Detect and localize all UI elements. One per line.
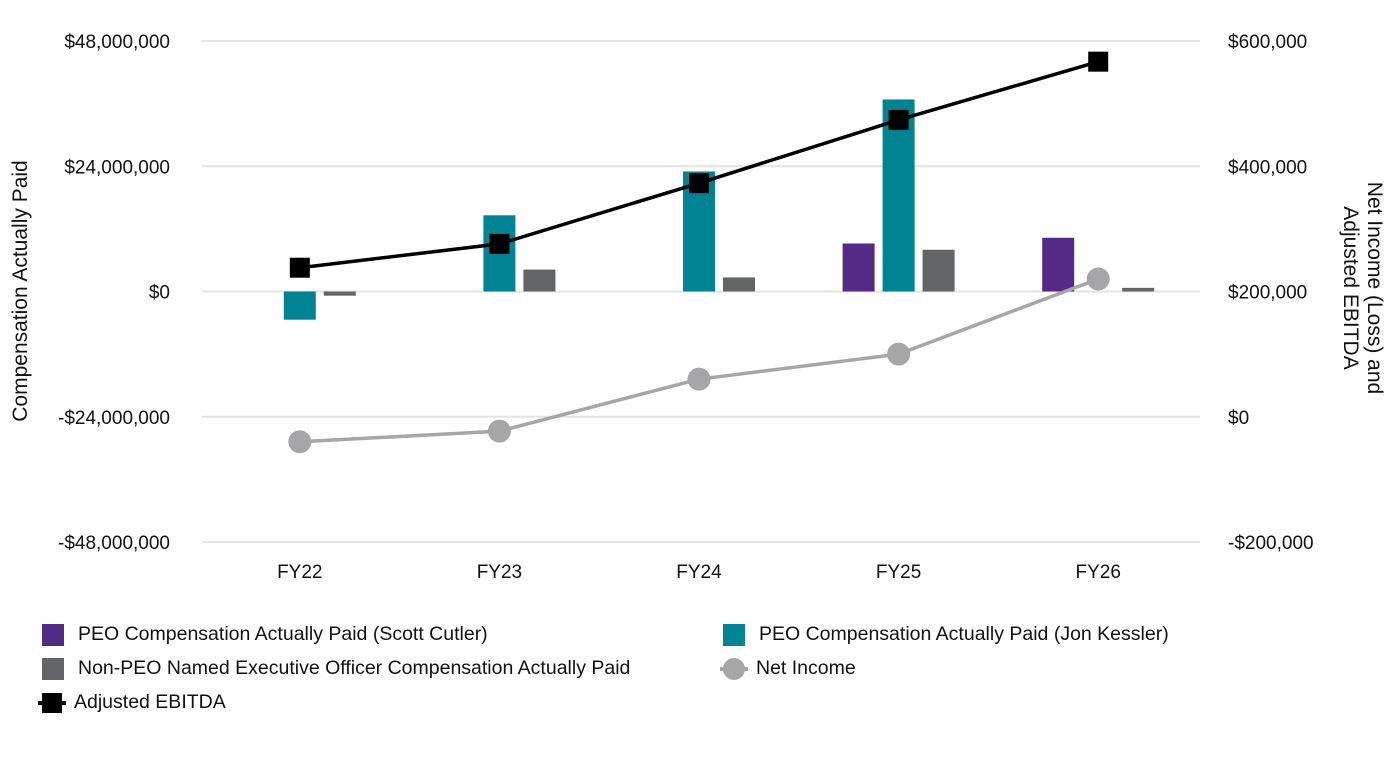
line-point: [487, 419, 511, 443]
left-axis-title: Compensation Actually Paid: [9, 160, 32, 422]
right-tick-label: $600,000: [1228, 32, 1307, 53]
x-tick-label: FY23: [477, 562, 522, 583]
left-axis-ticks: $48,000,000 $24,000,000 $0 -$24,000,000 -$48…: [58, 32, 170, 554]
x-axis-ticks: FY22 FY23 FY24 FY25 FY26: [277, 562, 1121, 583]
x-tick-label: FY25: [876, 562, 921, 583]
right-tick-label: $0: [1228, 408, 1249, 429]
left-tick-label: -$24,000,000: [58, 408, 170, 429]
left-tick-label: $0: [149, 283, 170, 304]
left-tick-label: $24,000,000: [64, 157, 170, 178]
right-tick-label: $200,000: [1228, 283, 1307, 304]
bar: [922, 249, 955, 292]
right-axis-ticks: $600,000 $400,000 $200,000 $0 -$200,000: [1228, 32, 1314, 554]
line-point: [1086, 267, 1110, 291]
line-point: [887, 342, 911, 366]
bar: [723, 277, 755, 292]
line-point: [1088, 51, 1109, 72]
x-tick-label: FY26: [1075, 562, 1120, 583]
left-tick-label: $48,000,000: [64, 32, 170, 53]
bar: [523, 269, 556, 292]
left-tick-label: -$48,000,000: [58, 533, 170, 554]
line-point: [687, 367, 711, 391]
bar: [323, 291, 356, 296]
right-tick-label: $400,000: [1228, 157, 1307, 178]
x-tick-label: FY24: [676, 562, 722, 583]
line-point: [289, 257, 310, 278]
bar: [842, 243, 875, 292]
bar: [1122, 287, 1155, 292]
line-point: [489, 233, 510, 254]
line-point: [689, 173, 709, 194]
line-marks: [288, 51, 1110, 454]
bar: [1042, 237, 1075, 292]
line-point: [288, 430, 312, 454]
right-axis-title-line1: Net Income (Loss) and: [1363, 182, 1386, 394]
bar: [283, 291, 316, 320]
line-point: [888, 109, 909, 130]
right-tick-label: -$200,000: [1228, 533, 1314, 554]
bar: [882, 99, 915, 292]
right-axis-title-line2: Adjusted EBITDA: [1339, 206, 1362, 369]
bar-marks: [283, 99, 1155, 320]
x-tick-label: FY22: [277, 562, 322, 583]
